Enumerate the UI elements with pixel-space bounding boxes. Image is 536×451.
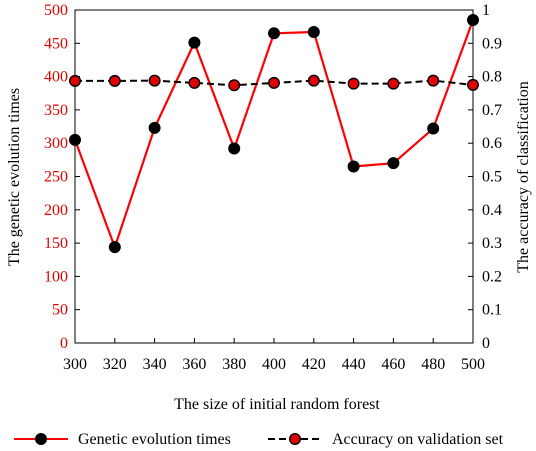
left-tick-label: 100 xyxy=(44,268,68,285)
right-tick-label: 0.7 xyxy=(482,102,502,119)
right-tick-label: 0.8 xyxy=(482,69,502,86)
series-1-point xyxy=(228,142,241,155)
x-tick-label: 300 xyxy=(63,356,87,373)
series-2-point xyxy=(228,79,241,92)
legend-label-1: Genetic evolution times xyxy=(78,431,231,448)
left-tick-label: 300 xyxy=(44,135,68,152)
series-1-point xyxy=(188,36,201,49)
left-tick-label: 500 xyxy=(44,2,68,19)
plot-area-border xyxy=(74,9,474,344)
left-tick-label: 250 xyxy=(44,169,68,186)
x-tick-label: 480 xyxy=(421,356,445,373)
left-tick-label: 400 xyxy=(44,69,68,86)
series-1-point xyxy=(68,133,81,146)
legend-marker-2 xyxy=(289,433,302,446)
series-1-point xyxy=(307,25,320,38)
left-tick-label: 0 xyxy=(60,335,68,352)
legend-label-2: Accuracy on validation set xyxy=(332,431,504,448)
left-tick-label: 150 xyxy=(44,235,68,252)
legend-marker-1 xyxy=(35,433,48,446)
series-1-point xyxy=(108,241,121,254)
right-tick-label: 0.3 xyxy=(482,235,502,252)
right-tick-label: 0 xyxy=(482,335,490,352)
left-tick-label: 200 xyxy=(44,202,68,219)
left-axis-title: The genetic evolution times xyxy=(6,88,23,266)
left-tick-label: 50 xyxy=(52,302,68,319)
series-2-point xyxy=(427,74,440,87)
right-tick-label: 0.2 xyxy=(482,268,502,285)
x-tick-label: 380 xyxy=(222,356,246,373)
series-line-1 xyxy=(73,19,475,249)
legend: Genetic evolution times Accuracy on valid… xyxy=(14,431,504,448)
right-axis-title: The accuracy of classification xyxy=(515,81,532,272)
x-tick-label: 440 xyxy=(342,356,366,373)
x-axis-title: The size of initial random forest xyxy=(174,396,380,413)
right-tick-label: 0.1 xyxy=(482,302,502,319)
series-1-point xyxy=(268,27,281,40)
series-2-point xyxy=(188,76,201,89)
x-tick-label: 420 xyxy=(302,356,326,373)
left-axis-ticks: 0 50 100 150 200 250 300 350 400 450 500 xyxy=(44,2,80,352)
series-2-point xyxy=(347,77,360,90)
right-tick-label: 0.6 xyxy=(482,135,502,152)
x-tick-label: 340 xyxy=(143,356,167,373)
series-1-point xyxy=(387,157,400,170)
left-tick-label: 450 xyxy=(44,35,68,52)
left-tick-label: 350 xyxy=(44,102,68,119)
x-tick-label: 400 xyxy=(262,356,286,373)
series-2-point xyxy=(148,74,161,87)
series-1-point xyxy=(427,122,440,135)
x-tick-label: 460 xyxy=(381,356,405,373)
plot-frame xyxy=(74,9,474,344)
series-1-point xyxy=(467,13,480,26)
series-2-point xyxy=(387,77,400,90)
series-2-point xyxy=(268,76,281,89)
series-2-point xyxy=(307,74,320,87)
series-2-point xyxy=(68,74,81,87)
right-tick-label: 1 xyxy=(482,2,490,19)
series-2-point xyxy=(108,74,121,87)
series-1-point xyxy=(148,121,161,134)
right-tick-label: 0.4 xyxy=(482,202,502,219)
series-1-point xyxy=(347,160,360,173)
x-tick-label: 500 xyxy=(461,356,485,373)
x-tick-label: 320 xyxy=(103,356,127,373)
right-tick-label: 0.5 xyxy=(482,169,502,186)
right-tick-label: 0.9 xyxy=(482,35,502,52)
right-axis-ticks: 0 0.1 0.2 0.3 0.4 0.5 0.6 0.7 0.8 0.9 1 xyxy=(468,2,502,352)
series-2-point xyxy=(467,78,480,91)
series-group xyxy=(68,13,480,254)
x-axis-ticks: 300 320 340 360 380 400 420 440 460 480 500 xyxy=(63,338,485,373)
x-tick-label: 360 xyxy=(182,356,206,373)
